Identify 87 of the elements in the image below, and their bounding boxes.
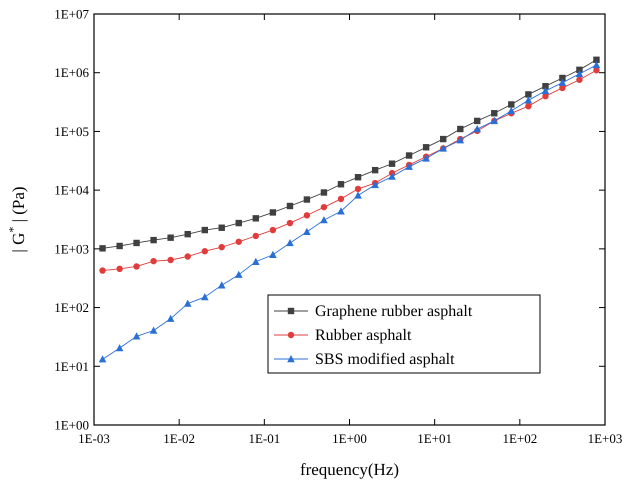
point: [150, 258, 157, 264]
point: [354, 191, 362, 199]
point: [508, 101, 514, 108]
x-tick-label: 1E-03: [78, 431, 110, 446]
point: [304, 212, 310, 219]
point: [491, 110, 498, 116]
point: [354, 174, 362, 180]
point: [270, 226, 276, 234]
x-tick-label: 1E+02: [502, 431, 538, 446]
point: [592, 61, 600, 68]
point: [234, 270, 243, 278]
point: [422, 144, 430, 150]
y-tick-label: 1E+01: [54, 358, 89, 374]
point: [406, 152, 412, 159]
point: [98, 355, 106, 362]
point: [218, 281, 226, 288]
point: [184, 253, 191, 260]
point: [320, 189, 328, 196]
point: [269, 250, 277, 258]
y-tick-label: 1E+05: [54, 124, 89, 139]
legend-label: SBS modified asphalt: [315, 351, 456, 368]
point: [252, 215, 259, 222]
legend-label: Rubber asphalt: [315, 327, 412, 344]
legend-label: Graphene rubber asphalt: [315, 303, 473, 320]
point: [524, 96, 532, 104]
point: [167, 256, 174, 264]
point: [388, 172, 396, 180]
point: [542, 86, 550, 94]
x-tick-label: 1E+01: [417, 431, 452, 446]
point: [304, 196, 310, 203]
point: [338, 196, 344, 202]
point: [218, 244, 225, 250]
x-tick-label: 1E+03: [588, 431, 622, 446]
point: [252, 232, 259, 240]
point: [320, 216, 328, 224]
point: [558, 78, 566, 86]
x-axis-title: frequency(Hz): [300, 460, 400, 479]
point: [184, 230, 191, 238]
point: [440, 136, 446, 142]
y-tick-label: 1E+06: [54, 65, 90, 80]
point: [99, 267, 106, 274]
y-tick-label: 1E+07: [54, 6, 90, 22]
point: [354, 186, 362, 192]
point: [286, 238, 294, 246]
point: [593, 56, 600, 63]
point: [150, 236, 157, 244]
point: [270, 209, 276, 216]
point: [132, 332, 140, 340]
point: [338, 181, 344, 188]
point: [116, 242, 123, 250]
point: [576, 70, 584, 78]
point: [337, 207, 345, 214]
point: [286, 220, 294, 226]
point: [473, 125, 482, 132]
point: [236, 220, 242, 226]
point: [218, 224, 225, 231]
point: [202, 226, 208, 234]
point: [167, 234, 174, 241]
point: [252, 258, 260, 265]
point: [457, 126, 464, 132]
point: [474, 118, 480, 124]
point: [150, 326, 158, 334]
x-tick-label: 1E-01: [248, 431, 280, 446]
point: [202, 248, 208, 254]
y-tick-label: 1E+03: [54, 241, 89, 256]
point: [166, 314, 174, 322]
point: [116, 344, 124, 352]
point: [116, 266, 123, 272]
point: [525, 102, 532, 110]
point: [133, 263, 140, 270]
y-tick-label: 1E+00: [54, 418, 89, 432]
x-tick-label: 1E-02: [163, 431, 196, 446]
point: [388, 160, 396, 167]
point: [184, 300, 192, 307]
point: [99, 245, 106, 252]
x-tick-label: 1E+00: [332, 431, 367, 446]
y-tick-label: 1E+02: [54, 300, 89, 316]
point: [133, 240, 140, 246]
point: [236, 238, 242, 245]
point: [303, 228, 311, 236]
point: [525, 91, 532, 98]
point: [320, 204, 328, 210]
point: [372, 166, 378, 174]
point: [576, 76, 583, 83]
point: [201, 293, 209, 300]
y-tick-label: 1E+04: [54, 182, 90, 198]
point: [508, 106, 516, 114]
